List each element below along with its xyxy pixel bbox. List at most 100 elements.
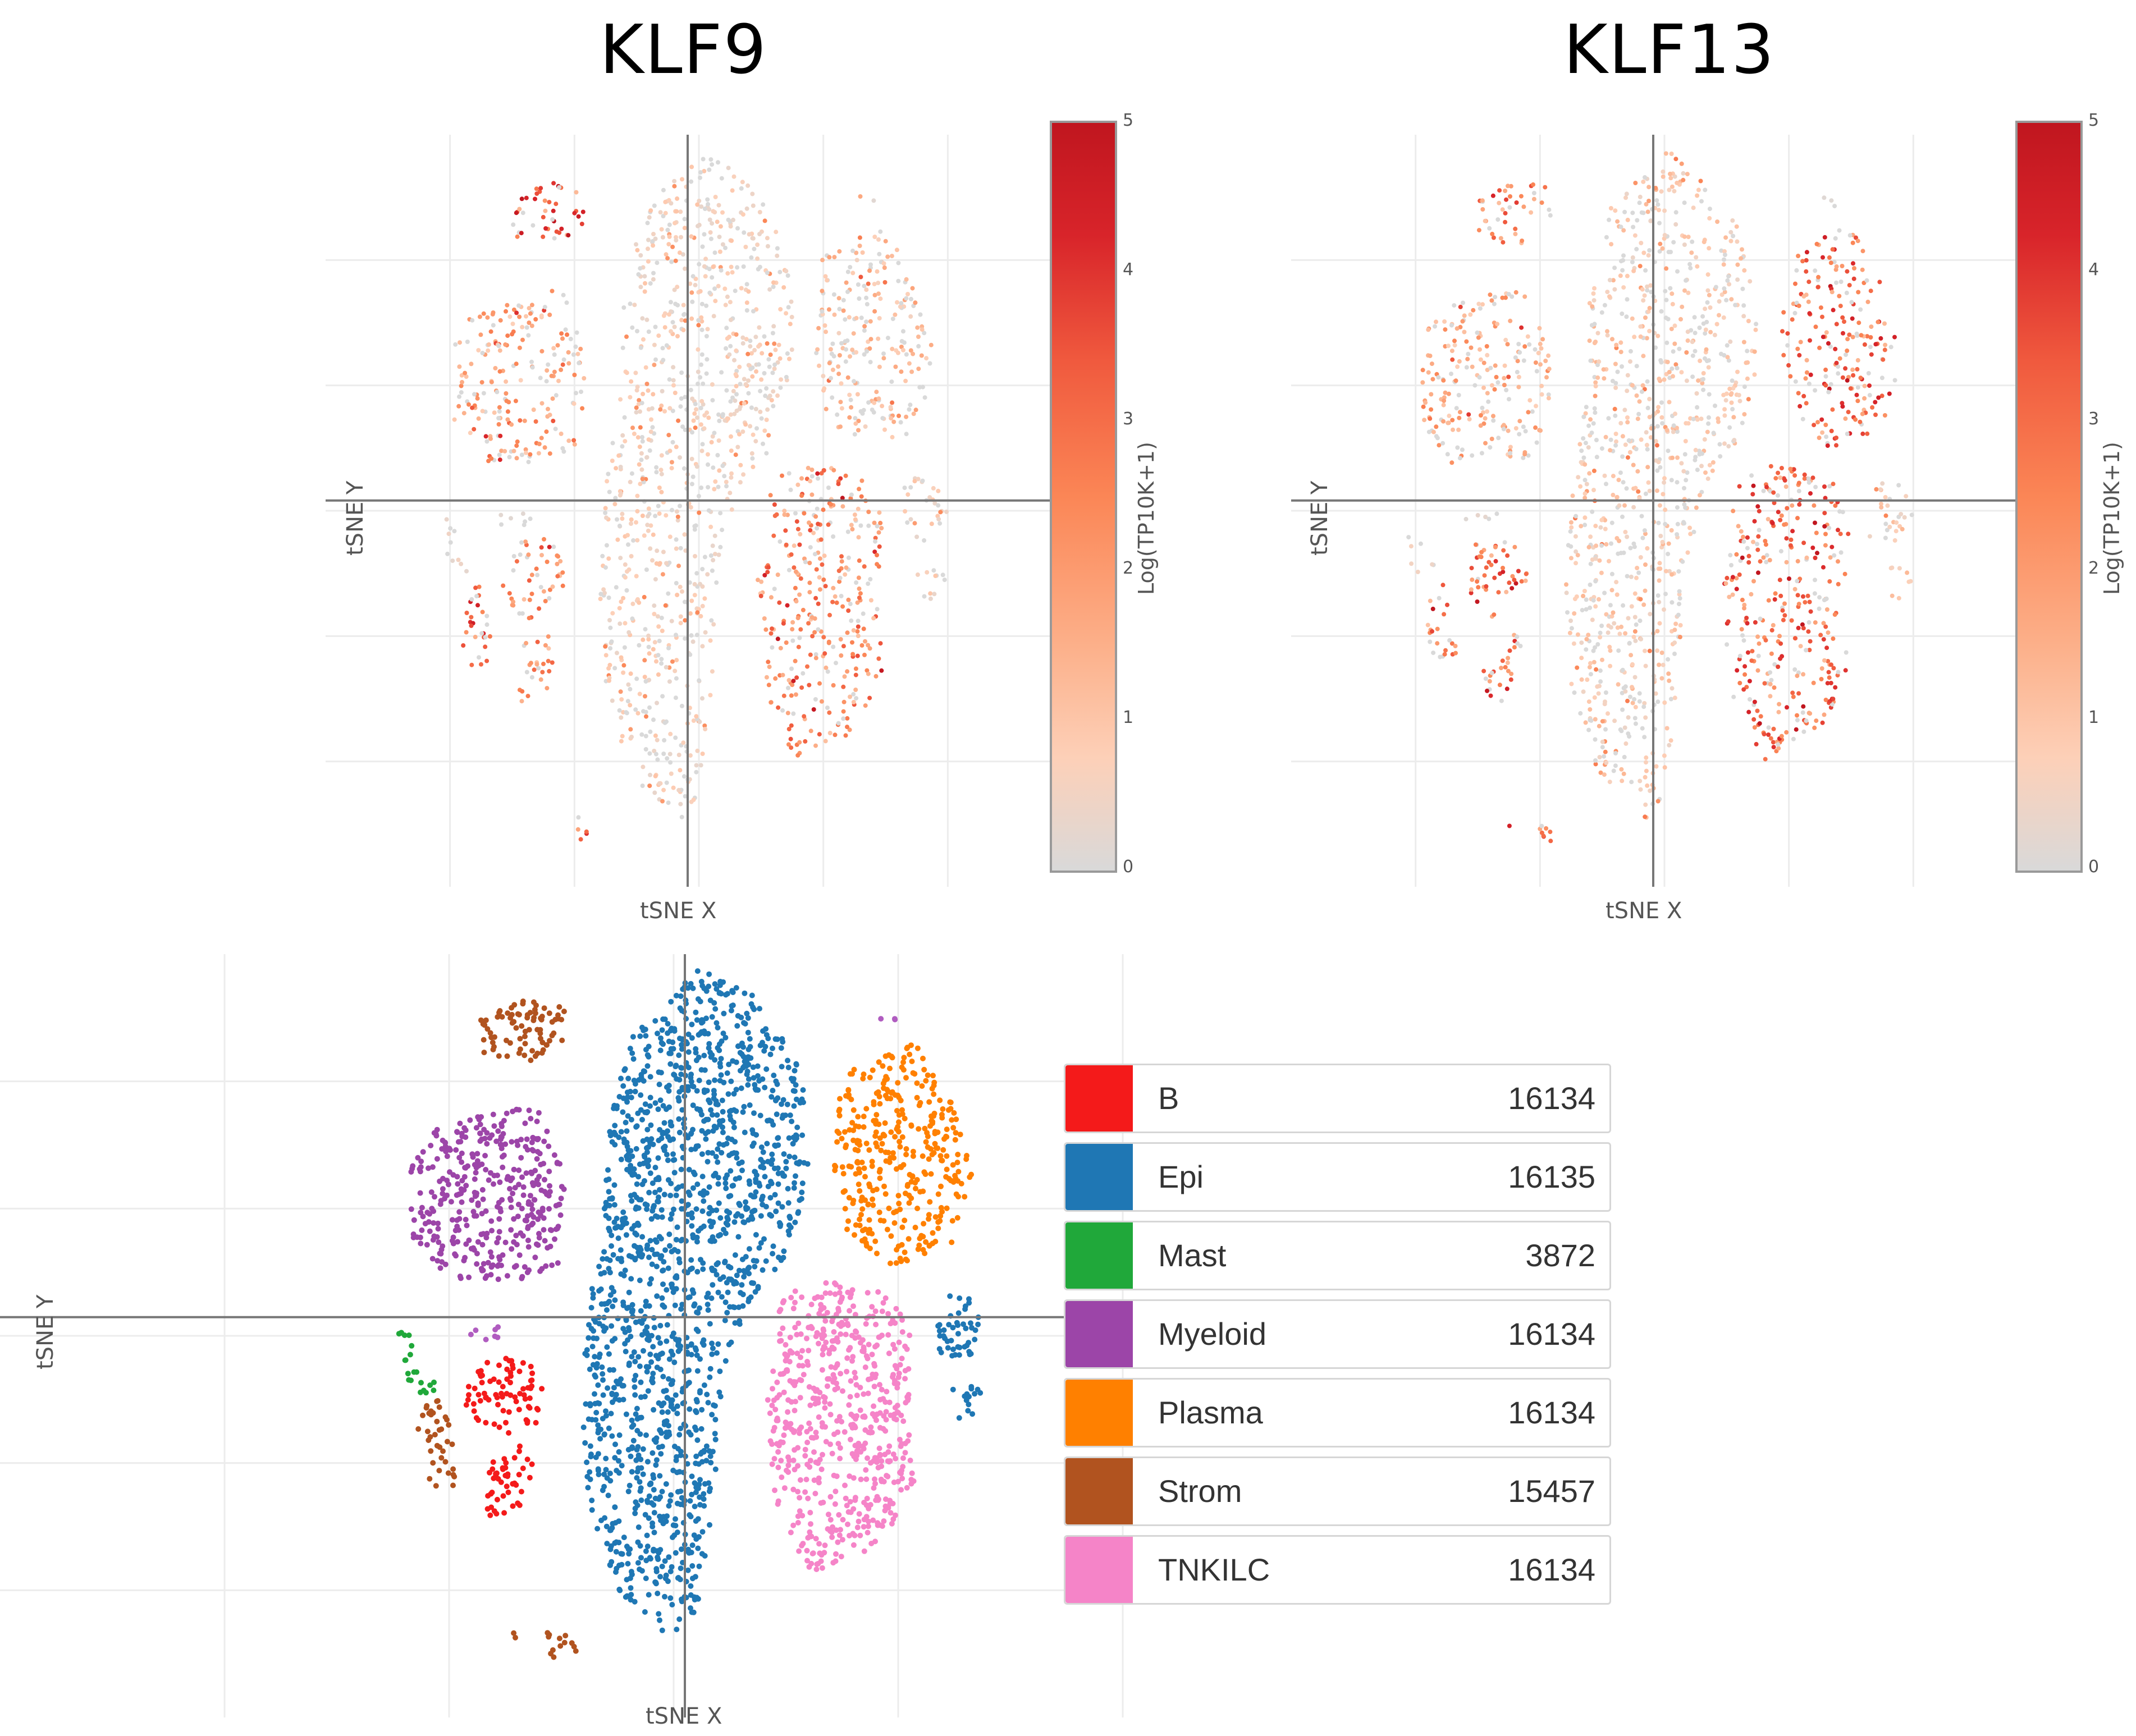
point bbox=[1505, 660, 1510, 665]
point bbox=[865, 349, 870, 354]
point bbox=[771, 533, 776, 538]
point bbox=[694, 1437, 701, 1443]
point bbox=[799, 493, 804, 498]
point bbox=[1794, 727, 1799, 732]
point bbox=[836, 364, 841, 369]
point bbox=[820, 288, 825, 294]
point bbox=[1745, 360, 1750, 365]
point bbox=[574, 330, 579, 335]
point bbox=[1513, 355, 1518, 360]
point bbox=[685, 1567, 691, 1573]
point bbox=[802, 511, 807, 516]
cluster-b-klf13 bbox=[1481, 633, 1523, 703]
point bbox=[728, 1168, 734, 1174]
point bbox=[1631, 268, 1636, 273]
point bbox=[748, 424, 753, 429]
point bbox=[1689, 250, 1694, 255]
point bbox=[668, 731, 673, 736]
point bbox=[1602, 376, 1607, 381]
point bbox=[688, 1583, 694, 1589]
point bbox=[638, 1485, 644, 1491]
point bbox=[689, 234, 694, 239]
point bbox=[741, 472, 746, 477]
point bbox=[1815, 285, 1821, 290]
point bbox=[761, 202, 766, 207]
point bbox=[1836, 581, 1841, 587]
point bbox=[1776, 493, 1780, 498]
point bbox=[766, 683, 771, 688]
point bbox=[484, 622, 490, 627]
point bbox=[641, 709, 646, 714]
point bbox=[1462, 313, 1467, 318]
point bbox=[802, 714, 807, 719]
point bbox=[1443, 648, 1448, 653]
point bbox=[689, 598, 694, 603]
point bbox=[772, 1097, 779, 1103]
point bbox=[707, 290, 712, 295]
point bbox=[920, 327, 925, 332]
point bbox=[1654, 764, 1659, 769]
point bbox=[481, 391, 486, 396]
point bbox=[1620, 778, 1625, 784]
point bbox=[1808, 338, 1812, 343]
point bbox=[907, 361, 912, 366]
point bbox=[620, 433, 625, 438]
point bbox=[1491, 418, 1496, 423]
point bbox=[1772, 662, 1777, 667]
point bbox=[1879, 393, 1885, 398]
point bbox=[634, 410, 639, 415]
point bbox=[678, 1306, 684, 1312]
point bbox=[1603, 517, 1608, 523]
point bbox=[670, 659, 675, 664]
point bbox=[616, 1432, 623, 1438]
point bbox=[1569, 681, 1574, 686]
point bbox=[1855, 367, 1860, 372]
point bbox=[623, 621, 628, 626]
point bbox=[1831, 697, 1836, 702]
point bbox=[1833, 236, 1838, 241]
point bbox=[699, 485, 704, 490]
point bbox=[777, 356, 783, 361]
point bbox=[1531, 182, 1535, 187]
point bbox=[1569, 626, 1574, 631]
point bbox=[1454, 406, 1459, 411]
point bbox=[708, 236, 713, 241]
point bbox=[607, 1195, 613, 1202]
point bbox=[654, 465, 659, 470]
point bbox=[485, 315, 490, 320]
point bbox=[1670, 184, 1675, 189]
point bbox=[1826, 390, 1831, 395]
point bbox=[1749, 592, 1754, 597]
point bbox=[479, 380, 484, 385]
point bbox=[1483, 515, 1488, 519]
point bbox=[609, 1243, 614, 1249]
point bbox=[588, 1304, 594, 1311]
point bbox=[854, 696, 859, 701]
point bbox=[814, 350, 819, 355]
point bbox=[801, 607, 806, 612]
point bbox=[578, 837, 583, 842]
point bbox=[1752, 699, 1757, 704]
point bbox=[764, 1140, 770, 1147]
point bbox=[1740, 247, 1744, 252]
point bbox=[1671, 240, 1676, 245]
point bbox=[706, 1097, 712, 1103]
point bbox=[1642, 528, 1647, 533]
point bbox=[1581, 455, 1586, 460]
point bbox=[667, 1498, 673, 1504]
point bbox=[857, 558, 862, 563]
point bbox=[1776, 709, 1781, 714]
point bbox=[1670, 686, 1675, 691]
point bbox=[876, 530, 881, 535]
point bbox=[1840, 264, 1845, 268]
point bbox=[744, 282, 749, 287]
point bbox=[722, 1258, 728, 1265]
point bbox=[643, 1575, 649, 1582]
point bbox=[1832, 612, 1837, 617]
point bbox=[1831, 482, 1836, 487]
point bbox=[1434, 424, 1439, 429]
point bbox=[676, 1089, 683, 1095]
point bbox=[915, 572, 920, 577]
point bbox=[542, 308, 547, 313]
point bbox=[1538, 341, 1543, 346]
